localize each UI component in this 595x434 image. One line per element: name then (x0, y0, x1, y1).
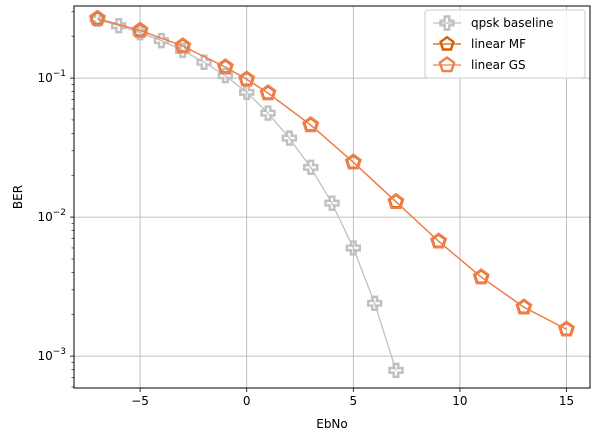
data-point (366, 295, 383, 311)
legend-marker (438, 56, 456, 73)
x-axis-label: EbNo (316, 417, 348, 431)
data-point (302, 159, 319, 176)
x-tick-label: 10 (452, 394, 467, 408)
data-point (260, 105, 276, 121)
x-tick-label: 15 (559, 394, 574, 408)
legend-label: qpsk baseline (471, 16, 554, 30)
x-tick-label: −5 (131, 394, 149, 408)
plot-frame (73, 5, 591, 389)
data-point (472, 268, 490, 285)
legend-entry: linear MF (433, 35, 526, 51)
y-tick-exponent: −2 (53, 208, 66, 218)
data-point (111, 18, 127, 34)
legend-entry: linear GS (433, 56, 526, 73)
y-axis-ticks: 10−310−210−1 (37, 11, 74, 388)
y-tick-label: 10−1 (37, 69, 66, 85)
data-point (216, 58, 234, 75)
y-tick-base: 10 (37, 71, 52, 85)
x-axis-ticks: −5 0 5 10 15 (131, 388, 574, 408)
legend-box (424, 9, 586, 79)
data-point (259, 84, 277, 101)
data-point (131, 21, 149, 38)
data-point (388, 362, 404, 379)
y-tick-label: 10−3 (37, 347, 66, 363)
legend-label: linear GS (471, 58, 526, 72)
series-line (97, 17, 567, 330)
x-tick-label: 5 (350, 394, 358, 408)
legend-marker (439, 15, 455, 31)
data-point (281, 130, 298, 146)
series-layer (88, 9, 576, 379)
legend-entry: qpsk baseline (433, 15, 554, 31)
data-point (324, 195, 340, 211)
y-tick-base: 10 (37, 210, 52, 224)
legend-marker (439, 35, 455, 51)
y-axis-label: BER (11, 185, 25, 209)
data-point (239, 84, 255, 101)
data-point (238, 70, 256, 87)
y-tick-exponent: −1 (53, 69, 66, 79)
data-point (302, 115, 320, 133)
series-3 (88, 9, 576, 337)
data-point (345, 240, 362, 256)
y-tick-label: 10−2 (37, 208, 66, 224)
data-point (88, 9, 107, 26)
data-point (430, 232, 448, 249)
y-tick-exponent: −3 (53, 347, 66, 357)
data-point (174, 37, 192, 54)
data-point (196, 54, 212, 70)
data-point (515, 298, 533, 315)
y-tick-base: 10 (37, 349, 52, 363)
data-point (344, 153, 362, 170)
data-point (387, 192, 405, 210)
legend-label: linear MF (471, 37, 526, 51)
data-point (557, 320, 576, 337)
data-point (153, 32, 170, 49)
x-tick-label: 0 (243, 394, 251, 408)
legend: qpsk baseline linear MF linear GS (424, 9, 586, 79)
